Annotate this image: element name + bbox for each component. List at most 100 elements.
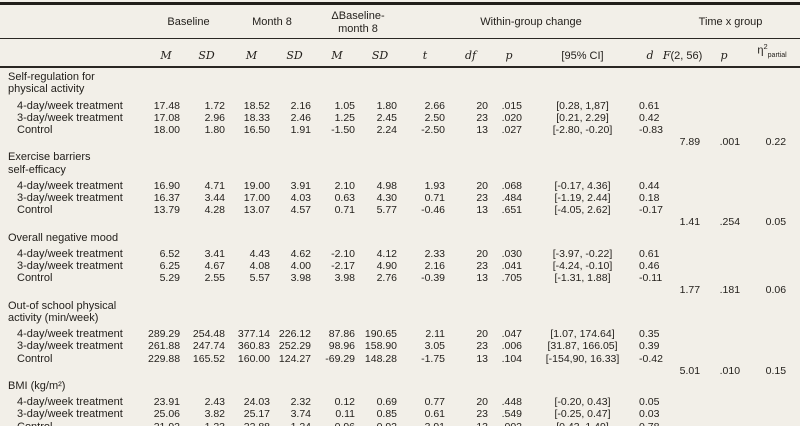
value-cell: .549 [501,408,523,421]
value-cell: -0.39 [421,272,446,285]
value-cell: 0.39 [639,340,660,353]
empty-cell [704,204,744,216]
row-label: 3-day/week treatment [17,192,123,205]
value-cell: 2.33 [424,247,446,260]
value-cell: 148.28 [364,352,398,365]
empty-cell [744,96,800,112]
value-cell: 16.90 [153,179,180,192]
data-row: Control21.921.2322.881.240.960.923.9113.… [0,421,800,426]
value-cell: 3.82 [204,408,226,421]
empty-cell [704,96,744,112]
value-cell: 23 [476,408,489,421]
value-cell: 87.86 [328,328,356,341]
value-cell: 2.32 [290,396,312,409]
section-header-row: Out-of school physical activity (min/week… [0,297,800,324]
value-cell: [-3.97, -0.22] [552,247,613,260]
value-cell: 124.27 [278,352,312,365]
section-header-row: Exercise barriers self-efficacy [0,148,800,175]
empty-cell [704,244,744,260]
col-header-ci: [95% CI] [526,38,640,69]
value-cell: 16.50 [243,124,271,137]
value-cell: 1.25 [334,111,356,124]
value-cell: 2.24 [376,124,398,137]
value-cell: 252.29 [278,340,312,353]
row-label: Control [17,204,53,217]
data-row: Control 13.79 4.28 13.07 4.57 0.71 5.77 -0.46 13… [0,204,800,216]
value-cell: 1.93 [424,179,446,192]
value-cell: 2.45 [376,111,398,124]
empty-cell [744,176,800,192]
value-cell: 2.16 [424,260,446,273]
value-cell: 23 [476,111,489,124]
empty-cell [744,112,800,124]
value-cell: 23 [476,340,489,353]
p-value-cell: .010 [719,364,741,377]
value-cell: -69.29 [325,352,356,365]
value-cell: [-154,90, 16.33] [545,352,620,365]
row-label: 3-day/week treatment [17,260,123,273]
value-cell: [-2.80, -0.20] [552,124,613,137]
empty-cell [744,353,800,365]
spacer-cell [0,216,661,228]
time-x-group-row: 7.89 .001 0.22 [0,136,800,148]
value-cell: 16.37 [153,192,180,205]
empty-cell [744,272,800,284]
p-value-cell: .001 [719,136,741,149]
value-cell: 4.03 [290,192,312,205]
group-header-time-x-group: Time x group [661,3,800,40]
value-cell: 0.77 [424,396,446,409]
col-header-month8-m: M [229,38,275,69]
value-cell: 0.85 [376,408,398,421]
value-cell: 190.65 [364,328,398,341]
value-cell: 20 [476,328,489,341]
empty-header-cell [0,38,148,69]
value-cell: 3.98 [290,272,312,285]
value-cell: 1.23 [184,421,229,426]
value-cell: 1.72 [204,99,226,112]
group-header-month8: Month 8 [229,3,316,40]
group-header-baseline: Baseline [148,3,230,40]
value-cell: 0.69 [376,396,398,409]
value-cell: 0.35 [639,328,660,341]
empty-cell [661,204,704,216]
value-cell: 0.61 [639,247,660,260]
value-cell: [-1.19, 2.44] [554,192,611,205]
value-cell: 2.96 [204,111,226,124]
value-cell: [0.28, 1,87] [556,99,609,112]
value-cell: 23 [476,192,489,205]
empty-cell [744,204,800,216]
empty-cell [744,260,800,272]
value-cell: 17.00 [243,192,271,205]
row-label: 3-day/week treatment [17,340,123,353]
empty-cell [661,124,704,136]
row-label: 3-day/week treatment [17,408,123,421]
empty-cell [704,176,744,192]
value-cell: 289.29 [148,328,181,341]
value-cell: [0.21, 2.29] [556,111,609,124]
spacer-cell [0,136,661,148]
value-cell: 18.33 [243,111,271,124]
group-header-within-group-change: Within-group change [401,3,662,40]
data-row: Control 229.88 165.52 160.00 124.27 -69.29 148… [0,353,800,365]
data-row: 4-day/week treatment 23.91 2.43 24.03 2.32 0.… [0,392,800,408]
group-header-row: Baseline Month 8 ΔBaseline-month 8 Withi… [0,3,800,40]
section-label: Self-regulation for physical activity [8,71,95,96]
row-label: Control [0,421,148,426]
value-cell: 0.11 [335,408,356,421]
value-cell: 0.78 [639,421,661,426]
empty-cell [704,392,744,408]
value-cell: 3.41 [204,247,226,260]
value-cell: -2.10 [331,247,356,260]
time-x-group-row: 1.77 .181 0.06 [0,284,800,296]
value-cell: 0.71 [334,204,356,217]
value-cell: [-0.25, 0.47] [554,408,611,421]
value-cell: 13 [476,272,489,285]
value-cell: .002 [492,421,526,426]
empty-cell [661,408,704,420]
value-cell: 1.80 [376,99,398,112]
value-cell: 0.71 [424,192,446,205]
eta-value-cell: 0.15 [765,364,787,377]
section-header-row: Overall negative mood [0,229,800,244]
value-cell: 3.44 [204,192,226,205]
empty-cell [704,340,744,352]
